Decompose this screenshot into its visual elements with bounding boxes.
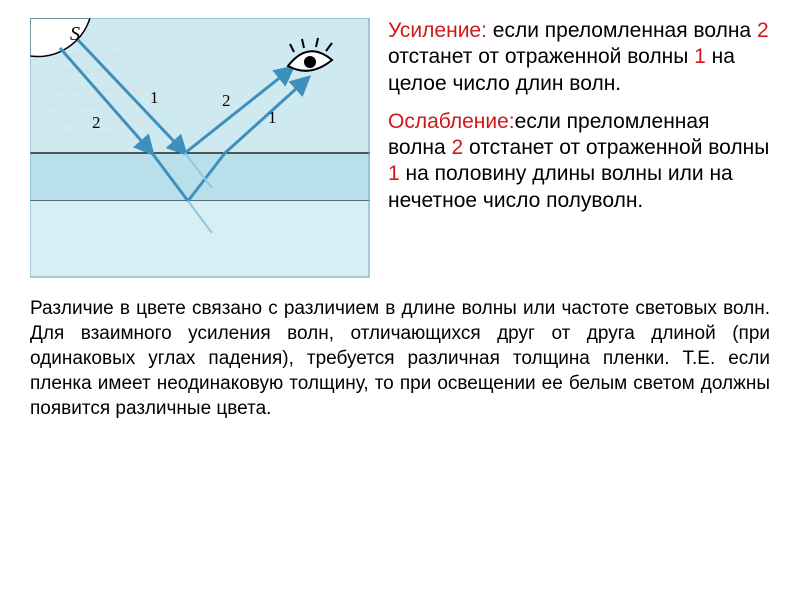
svg-text:шихи волимын: шихи волимын <box>58 130 123 141</box>
amplification-title: Усиление: <box>388 19 487 42</box>
outgoing-label-2: 2 <box>222 91 231 110</box>
att-n1: 1 <box>388 162 400 185</box>
amp-n1: 1 <box>694 45 706 68</box>
film-layer <box>30 153 370 201</box>
conditions-text-block: Усиление: если преломленная волна 2 отст… <box>388 18 770 278</box>
att-n2: 2 <box>452 136 464 159</box>
amp-n2: 2 <box>757 19 769 42</box>
incident-label-2: 2 <box>92 113 101 132</box>
svg-text:иволи тонких пл: иволи тонких пл <box>45 100 115 111</box>
att-t1: отстанет от отраженной волны <box>463 136 769 159</box>
amplification-paragraph: Усиление: если преломленная волна 2 отст… <box>388 18 770 97</box>
att-t2: на половину длины волны или на нечетное … <box>388 162 733 211</box>
amp-t0: если преломленная волна <box>487 19 757 42</box>
attenuation-paragraph: Ослабление:если преломлен­ная волна 2 от… <box>388 109 770 214</box>
incident-label-1: 1 <box>150 88 159 107</box>
below-film <box>30 201 370 278</box>
outgoing-label-1: 1 <box>268 108 277 127</box>
amp-t1: отстанет от отражен­ной волны <box>388 45 694 68</box>
thin-film-interference-diagram: иои метях а затем в фирмируют Кпе такая … <box>30 18 370 278</box>
explanation-paragraph: Различие в цвете связано с различием в д… <box>30 296 770 421</box>
attenuation-title: Ослабление: <box>388 110 515 133</box>
